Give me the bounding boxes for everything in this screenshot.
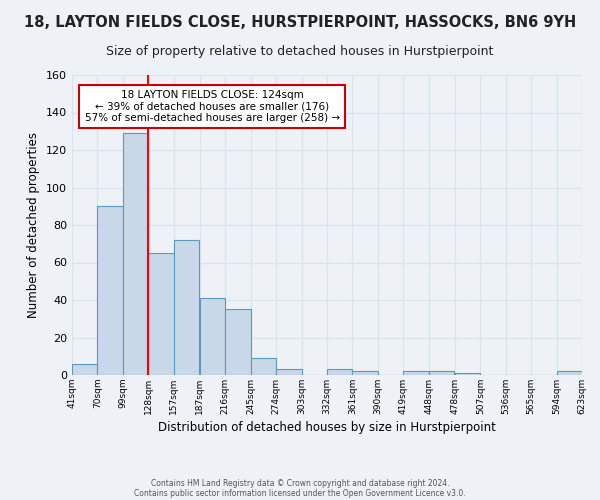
Text: Contains HM Land Registry data © Crown copyright and database right 2024.: Contains HM Land Registry data © Crown c… [151,478,449,488]
Text: Size of property relative to detached houses in Hurstpierpoint: Size of property relative to detached ho… [106,45,494,58]
Bar [276,370,302,375]
Bar [72,364,97,375]
Bar [148,253,173,375]
Bar [557,371,582,375]
Y-axis label: Number of detached properties: Number of detached properties [28,132,40,318]
Bar [251,358,276,375]
Bar [455,373,481,375]
Text: 18, LAYTON FIELDS CLOSE, HURSTPIERPOINT, HASSOCKS, BN6 9YH: 18, LAYTON FIELDS CLOSE, HURSTPIERPOINT,… [24,15,576,30]
Bar [403,371,428,375]
Bar [352,371,378,375]
Bar [123,133,148,375]
Bar [226,310,251,375]
Text: Contains public sector information licensed under the Open Government Licence v3: Contains public sector information licen… [134,488,466,498]
X-axis label: Distribution of detached houses by size in Hurstpierpoint: Distribution of detached houses by size … [158,421,496,434]
Bar [428,371,454,375]
Bar [97,206,123,375]
Text: 18 LAYTON FIELDS CLOSE: 124sqm
← 39% of detached houses are smaller (176)
57% of: 18 LAYTON FIELDS CLOSE: 124sqm ← 39% of … [85,90,340,123]
Bar [173,240,199,375]
Bar [327,370,352,375]
Bar [200,298,226,375]
